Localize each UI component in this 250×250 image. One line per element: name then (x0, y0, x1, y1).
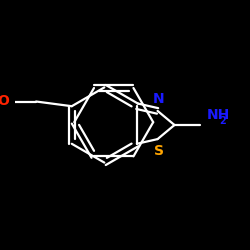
Text: N: N (153, 92, 164, 106)
Text: O: O (0, 94, 9, 108)
Text: S: S (154, 144, 164, 158)
Text: 2: 2 (220, 116, 226, 126)
Text: NH: NH (206, 108, 230, 122)
